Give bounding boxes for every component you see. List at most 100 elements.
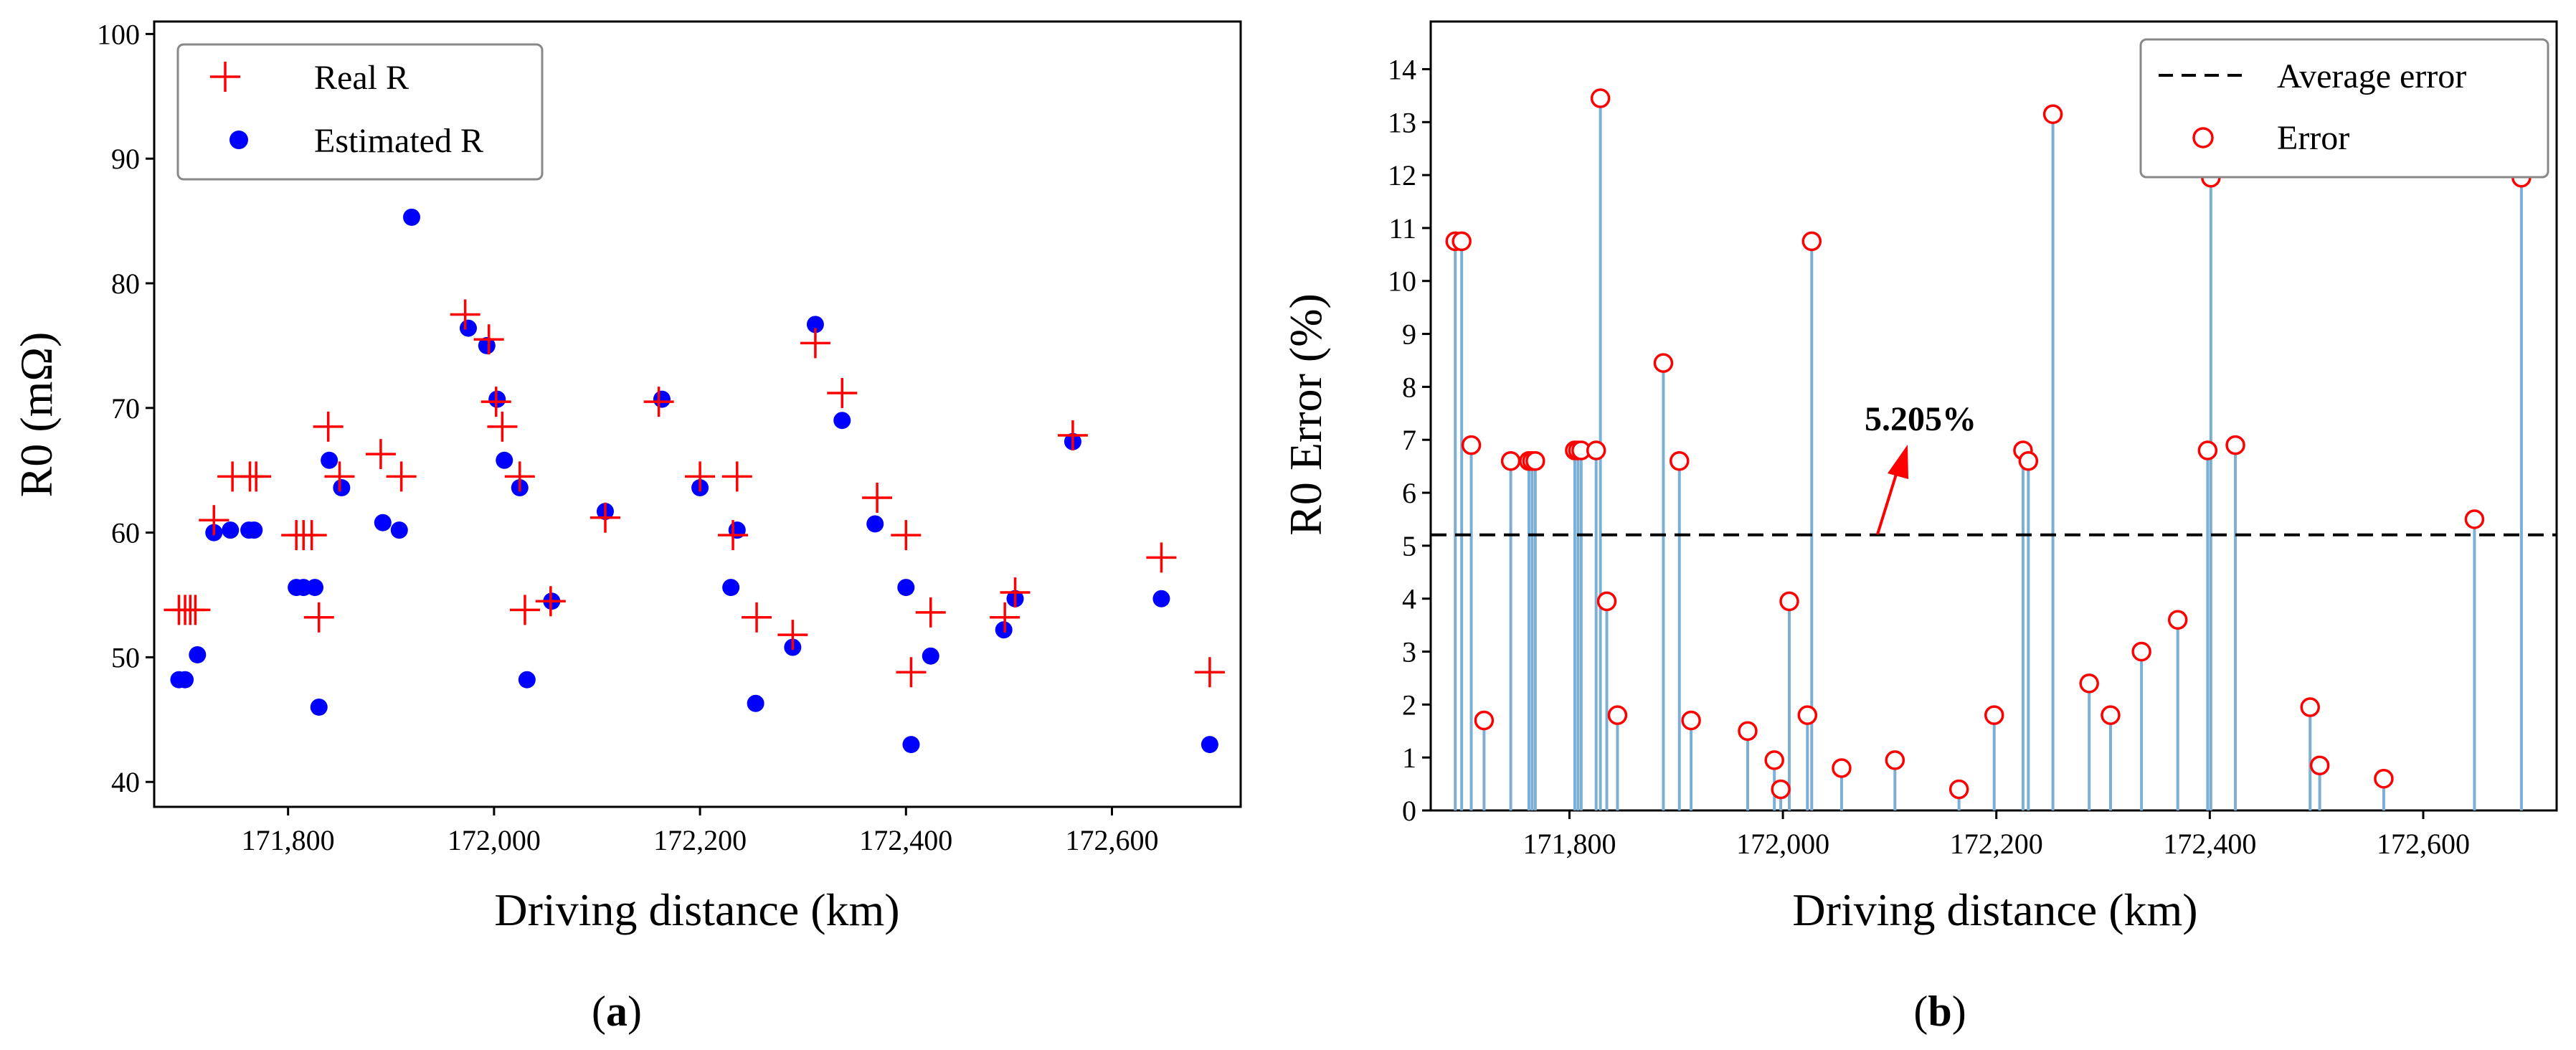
b-y-tick-label: 5	[1402, 530, 1416, 562]
real-r-point	[386, 461, 417, 492]
real-r-point	[1194, 657, 1225, 688]
error-point	[1669, 451, 1690, 471]
real-r-point	[199, 505, 229, 536]
a-x-axis-label: Driving distance (km)	[494, 884, 899, 935]
real-r-point	[296, 520, 327, 551]
estimated-r-point	[902, 736, 920, 754]
real-r-point	[589, 502, 620, 533]
estimated-r-point	[1152, 590, 1170, 607]
a-y-tick-label: 70	[111, 392, 140, 425]
real-r-point	[827, 377, 858, 408]
real-r-point	[365, 439, 396, 470]
error-point	[2300, 697, 2320, 717]
estimated-r-point	[222, 521, 240, 539]
plot-a-frame	[153, 20, 1242, 808]
panel-a-scatter-chart: 40 50 60 70 80 90 100 171,800 172,000 172,200 172…	[11, 18, 1242, 1035]
real-r-point	[241, 461, 272, 492]
estimated-r-point	[306, 579, 324, 597]
b-average-value-label: 5.205%	[1865, 400, 1976, 438]
error-point	[1461, 435, 1482, 455]
estimated-r-point	[747, 694, 764, 712]
a-legend-estimated-label: Estimated R	[314, 122, 483, 160]
error-point	[1764, 750, 1784, 770]
error-point	[2079, 673, 2099, 694]
real-r-point	[862, 482, 893, 513]
error-point	[1771, 779, 1791, 800]
b-legend-error-label: Error	[2277, 119, 2349, 157]
estimated-r-point	[333, 479, 351, 497]
a-y-tick-label: 50	[111, 641, 140, 673]
a-y-tick-label: 40	[111, 766, 140, 798]
real-r-point	[643, 387, 674, 417]
error-point	[1738, 721, 1758, 742]
real-r-point	[800, 328, 830, 359]
panel-b-letter: b	[1928, 988, 1951, 1035]
a-y-axis-label: R0 (mΩ)	[11, 332, 62, 498]
b-y-axis-label: R0 Error (%)	[1280, 293, 1331, 536]
error-point	[1948, 779, 1969, 800]
b-stems	[1454, 98, 2523, 810]
b-annotation-arrow-shaft	[1876, 469, 1899, 535]
a-legend-real-label: Real R	[314, 59, 409, 97]
error-point	[1832, 758, 1852, 778]
error-point	[1590, 88, 1611, 108]
estimated-r-point	[245, 521, 263, 539]
estimated-r-point	[478, 336, 496, 354]
estimated-r-point	[806, 316, 824, 334]
error-point	[1586, 440, 1606, 460]
b-y-tick-label: 13	[1388, 106, 1416, 138]
panel-a-label: (a)	[592, 988, 642, 1035]
b-annotation: 5.205%	[1865, 400, 1976, 535]
error-point	[2167, 610, 2188, 630]
b-legend-box	[2139, 38, 2549, 179]
a-y-tick-label: 90	[111, 143, 140, 175]
error-point	[1885, 750, 1905, 770]
b-y-tick-label: 6	[1402, 477, 1416, 509]
b-y-tick-label: 12	[1388, 159, 1416, 191]
estimated-r-point	[922, 647, 939, 665]
estimated-r-point	[459, 319, 477, 337]
estimated-r-point	[321, 451, 338, 469]
a-legend: Real R Estimated R	[176, 43, 544, 181]
a-data-points	[164, 208, 1225, 754]
error-point	[1779, 591, 1799, 612]
real-r-point	[450, 299, 480, 330]
b-x-tick-label: 172,000	[1736, 828, 1829, 860]
b-legend-average-label: Average error	[2277, 57, 2466, 95]
b-y-tick-label: 11	[1388, 212, 1416, 245]
real-r-point	[685, 461, 716, 492]
error-point	[1525, 451, 1545, 471]
real-r-point	[718, 520, 749, 551]
error-point	[1452, 231, 1472, 252]
a-legend-circle-marker	[229, 131, 248, 149]
error-point	[1474, 710, 1495, 731]
error-point	[1500, 451, 1521, 471]
error-point	[2042, 104, 2063, 124]
a-x-tick-label: 172,200	[653, 824, 747, 856]
real-r-point	[509, 595, 540, 625]
b-x-tick-label: 171,800	[1523, 828, 1616, 860]
a-x-tick-label: 172,600	[1065, 824, 1158, 856]
error-point	[2131, 641, 2151, 662]
estimated-r-point	[833, 412, 851, 430]
panel-a-letter: a	[606, 988, 628, 1035]
a-y-tick-label: 100	[97, 18, 140, 50]
real-r-point	[915, 597, 946, 628]
error-point	[2018, 451, 2039, 471]
estimated-r-point	[310, 698, 328, 716]
real-r-point	[1146, 542, 1177, 573]
b-y-tick-label: 4	[1402, 583, 1416, 615]
a-x-tick-label: 171,800	[242, 824, 335, 856]
real-r-point	[891, 520, 922, 551]
estimated-r-point	[518, 671, 536, 689]
panel-b-label: (b)	[1913, 988, 1966, 1035]
error-point	[2309, 755, 2330, 775]
real-r-point	[473, 324, 504, 355]
error-point	[1596, 591, 1617, 612]
error-point	[1681, 710, 1701, 731]
error-point	[2374, 768, 2394, 789]
estimated-r-point	[653, 390, 671, 408]
estimated-r-point	[189, 645, 207, 663]
estimated-r-point	[1201, 736, 1218, 754]
real-r-point	[777, 620, 808, 651]
